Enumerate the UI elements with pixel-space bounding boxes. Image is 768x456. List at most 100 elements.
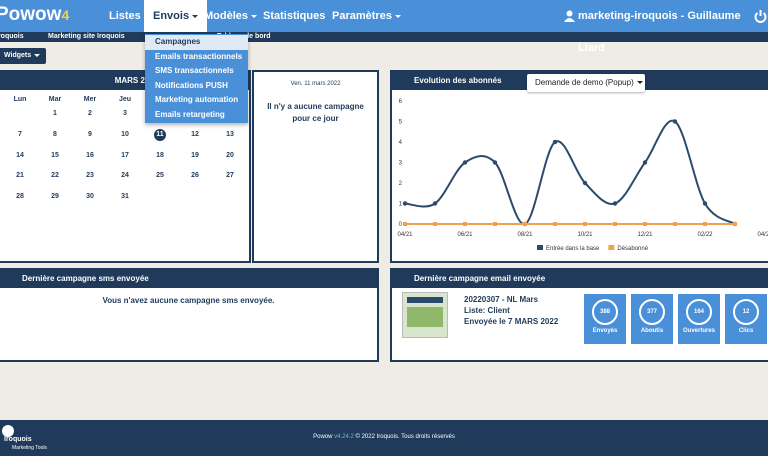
day[interactable]: 12 bbox=[191, 130, 199, 138]
dropdown-item[interactable]: Emails transactionnels bbox=[155, 51, 243, 61]
point bbox=[703, 222, 707, 226]
y-tick-label: 3 bbox=[399, 161, 403, 167]
weekday: Lun bbox=[13, 96, 27, 103]
logo: Powow4 bbox=[0, 4, 69, 26]
point bbox=[493, 222, 497, 226]
email-details: 20220307 - NL Mars Liste: Client Envoyée… bbox=[464, 294, 558, 327]
stat-ring: 388 bbox=[592, 299, 618, 325]
stat-box: 12 Clics bbox=[725, 294, 767, 344]
stat-label: Ouvertures bbox=[682, 328, 715, 334]
footer-logo bbox=[2, 425, 14, 437]
point bbox=[403, 222, 407, 226]
day[interactable]: 22 bbox=[51, 172, 59, 180]
day[interactable]: 29 bbox=[51, 193, 59, 201]
crumb[interactable]: Iroquois bbox=[0, 33, 24, 40]
day[interactable]: 1 bbox=[53, 110, 57, 117]
day[interactable]: 9 bbox=[88, 130, 92, 138]
day[interactable]: 20 bbox=[226, 151, 234, 159]
day[interactable]: 3 bbox=[123, 110, 127, 117]
app-name: Powow bbox=[313, 434, 333, 440]
day[interactable]: 26 bbox=[191, 172, 199, 180]
day[interactable]: 7 bbox=[18, 130, 22, 138]
x-tick-label: 02/22 bbox=[697, 232, 713, 238]
stat-box: 164 Ouvertures bbox=[678, 294, 720, 344]
day[interactable]: 30 bbox=[86, 193, 94, 201]
point bbox=[433, 222, 437, 226]
selected-day[interactable]: 11 bbox=[154, 128, 166, 141]
nav-bar: Powow4 Listes Envois Modèles Statistique… bbox=[0, 0, 768, 54]
stat-ring: 377 bbox=[639, 299, 665, 325]
logout-icon[interactable] bbox=[754, 9, 767, 23]
dropdown-item[interactable]: SMS transactionnels bbox=[155, 66, 234, 75]
point bbox=[582, 180, 588, 186]
day[interactable]: 14 bbox=[16, 151, 24, 159]
point bbox=[672, 119, 678, 124]
calendar-month: MARS 2022 bbox=[114, 76, 159, 85]
y-tick-label: 0 bbox=[399, 222, 403, 228]
point bbox=[402, 201, 408, 206]
legend-swatch bbox=[608, 245, 615, 250]
y-tick-label: 2 bbox=[399, 181, 403, 187]
dropdown-item[interactable]: Campagnes bbox=[145, 35, 248, 50]
campaign-select[interactable]: Demande de demo (Popup) bbox=[527, 74, 645, 92]
point bbox=[702, 201, 708, 206]
day-message: Il n'y a aucune campagne pour ce jour bbox=[267, 102, 364, 123]
campaign-date: Envoyée le 7 MARS 2022 bbox=[464, 317, 559, 326]
day[interactable]: 24 bbox=[121, 172, 129, 180]
day[interactable]: 27 bbox=[226, 172, 234, 180]
series-line bbox=[404, 119, 736, 225]
logo-text: Powow bbox=[0, 4, 62, 25]
menu-item[interactable]: Modèles bbox=[195, 0, 266, 32]
day[interactable]: 23 bbox=[86, 172, 94, 180]
day[interactable]: 15 bbox=[51, 151, 59, 159]
day-panel: Ven. 11 mars 2022 Il n'y a aucune campag… bbox=[252, 70, 379, 263]
dropdown-item[interactable]: Notifications PUSH bbox=[155, 80, 228, 90]
point bbox=[432, 201, 438, 206]
subscribers-panel: Evolution des abonnés Demande de demo (P… bbox=[390, 70, 768, 263]
legend-label: Désabonné bbox=[617, 246, 648, 252]
day[interactable]: 13 bbox=[226, 130, 234, 138]
day[interactable]: 8 bbox=[53, 130, 57, 138]
day[interactable]: 2 bbox=[88, 110, 92, 117]
email-panel: Dernière campagne email envoyée 20220307… bbox=[390, 268, 768, 362]
point bbox=[733, 222, 737, 226]
dropdown-menu: Campagnes Emails transactionnels SMS trans… bbox=[145, 34, 248, 123]
weekday: Mer bbox=[83, 96, 97, 103]
day[interactable]: 28 bbox=[16, 193, 24, 201]
point bbox=[643, 222, 647, 226]
x-tick-label: 12/21 bbox=[637, 232, 653, 238]
weekday: Jeu bbox=[118, 96, 132, 103]
stat-label: Envoyés bbox=[592, 328, 618, 334]
stat-value: 388 bbox=[599, 309, 610, 315]
point bbox=[613, 222, 617, 226]
stat-box: 377 Aboutis bbox=[631, 294, 673, 344]
dropdown-item[interactable]: Emails retargeting bbox=[155, 109, 225, 119]
campaign-list: Liste: Client bbox=[464, 306, 510, 315]
day[interactable]: 10 bbox=[121, 130, 129, 138]
day[interactable]: 18 bbox=[156, 151, 164, 159]
x-tick-label: 04/22 bbox=[757, 232, 768, 238]
footer: Iroquois Marketing Tools Powow v4.24.2 ©… bbox=[0, 420, 768, 456]
day[interactable]: 21 bbox=[16, 172, 24, 180]
y-tick-label: 6 bbox=[399, 99, 403, 105]
day[interactable]: 25 bbox=[156, 172, 164, 180]
day[interactable]: 17 bbox=[121, 151, 129, 159]
menu-item[interactable]: Statistiques bbox=[263, 10, 326, 22]
crumb[interactable]: Marketing site Iroquois bbox=[48, 33, 125, 40]
user-menu[interactable]: marketing-iroquois - Guillaume Liard bbox=[578, 10, 741, 54]
menu-item[interactable]: Listes bbox=[109, 10, 141, 22]
day[interactable]: 31 bbox=[121, 193, 129, 201]
breadcrumb: Iroquois Marketing site Iroquois Tableau… bbox=[0, 32, 768, 42]
point bbox=[523, 222, 527, 226]
day[interactable]: 19 bbox=[191, 151, 199, 159]
widgets-button[interactable]: Widgets bbox=[0, 48, 47, 64]
point bbox=[463, 222, 467, 226]
menu-item[interactable]: Paramètres bbox=[323, 0, 410, 32]
x-tick-label: 08/21 bbox=[517, 232, 533, 238]
footer-brand: Iroquois bbox=[4, 436, 32, 443]
x-tick-label: 04/21 bbox=[397, 232, 413, 238]
day[interactable]: 16 bbox=[86, 151, 94, 159]
stat-box: 388 Envoyés bbox=[584, 294, 626, 344]
dropdown-item[interactable]: Marketing automation bbox=[155, 95, 239, 104]
